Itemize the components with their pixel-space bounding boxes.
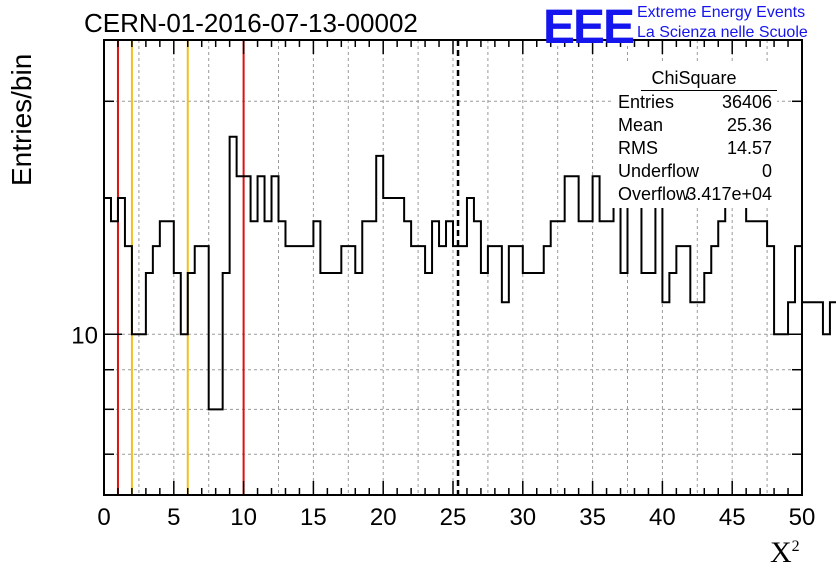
y-axis-label: Entries/bin: [6, 53, 37, 186]
x-tick-label: 30: [509, 504, 536, 531]
stats-value: 25.36: [726, 115, 772, 135]
x-tick-label: 20: [370, 504, 397, 531]
stats-box: ChiSquare Entries 36406 Mean 25.36 RMS 1…: [611, 64, 777, 208]
y-tick-label: 10: [71, 322, 98, 349]
stats-key: RMS: [618, 138, 658, 158]
x-tick-label: 15: [300, 504, 327, 531]
x-tick-label: 40: [649, 504, 676, 531]
x-tick-label: 5: [167, 504, 180, 531]
logo-line-2: La Scienza nelle Scuole: [637, 24, 808, 41]
x-tick-label: 0: [97, 504, 110, 531]
stats-row-entries: Entries 36406: [618, 92, 772, 114]
axis-ticks: [103, 40, 803, 495]
stats-value: 14.57: [726, 138, 772, 158]
stats-row-overflow: Overflow 3.417e+04: [618, 184, 772, 206]
tick-labels: 0 5 10 15 20 25 30 35 40 45 50 10: [71, 322, 815, 531]
x-axis-label-superscript: 2: [791, 538, 800, 555]
x-tick-label: 35: [579, 504, 606, 531]
chart-title: CERN-01-2016-07-13-00002: [84, 8, 418, 38]
stats-key: Underflow: [618, 161, 700, 181]
stats-key: Overflow: [618, 184, 690, 204]
x-tick-label: 25: [440, 504, 467, 531]
eee-logo: EEE: [543, 1, 635, 54]
x-axis-label-text: X: [770, 536, 792, 569]
x-axis-label: X2: [770, 536, 800, 570]
stats-value: 3.417e+04: [686, 184, 772, 204]
stats-title: ChiSquare: [651, 68, 737, 88]
stats-row-rms: RMS 14.57: [618, 138, 772, 160]
reference-lines: [116, 40, 460, 495]
stats-row-underflow: Underflow 0: [618, 161, 772, 183]
stats-value: 36406: [721, 92, 772, 112]
stats-value: 0: [761, 161, 772, 181]
x-tick-label: 50: [789, 504, 816, 531]
logo-line-1: Extreme Energy Events: [637, 4, 806, 21]
stats-divider: [641, 90, 777, 91]
x-tick-label: 10: [230, 504, 257, 531]
x-tick-label: 45: [719, 504, 746, 531]
stats-key: Entries: [618, 92, 675, 112]
stats-row-mean: Mean 25.36: [618, 115, 772, 137]
stats-key: Mean: [618, 115, 664, 135]
